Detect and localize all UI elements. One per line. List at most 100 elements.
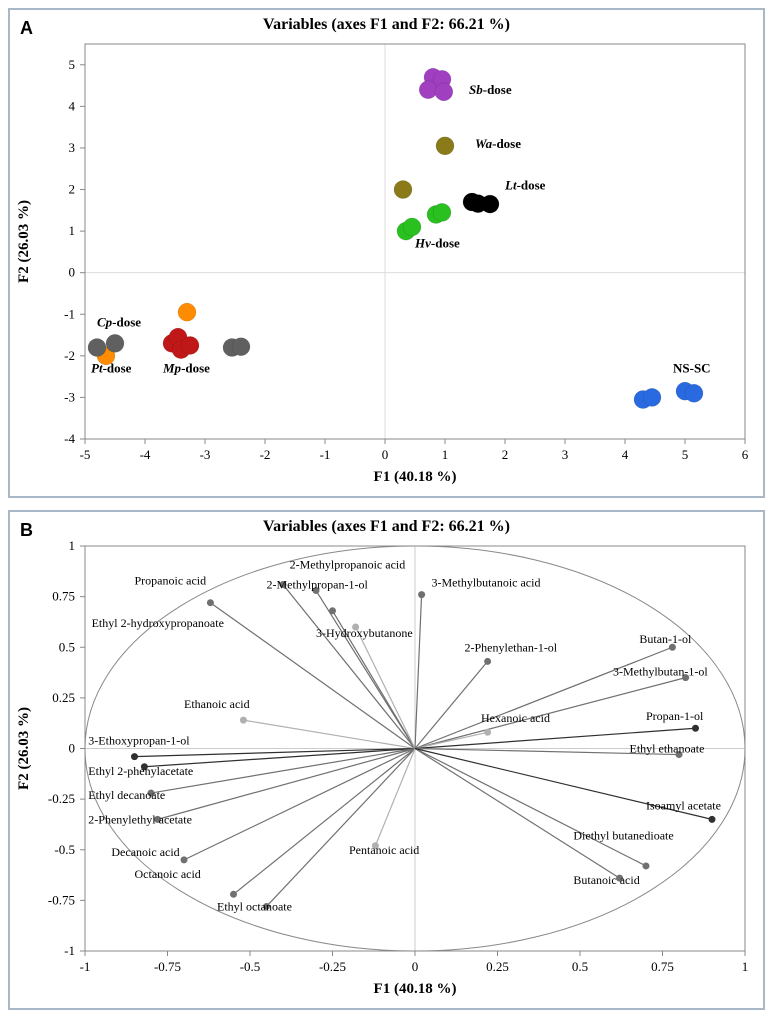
loading-label: Ethyl 2-phenylacetate <box>88 764 193 778</box>
loading-point <box>240 717 247 724</box>
loading-label: Ethyl ethanoate <box>630 742 705 756</box>
loading-vector <box>415 749 620 879</box>
loading-vector <box>158 749 415 820</box>
score-point <box>394 181 412 199</box>
loading-vector <box>356 627 415 749</box>
svg-text:0.25: 0.25 <box>486 959 509 974</box>
svg-text:4: 4 <box>69 98 76 113</box>
svg-text:1: 1 <box>742 959 749 974</box>
panel-a-label: A <box>20 18 33 39</box>
svg-text:-0.25: -0.25 <box>319 959 346 974</box>
svg-text:5: 5 <box>682 447 689 462</box>
svg-text:2: 2 <box>502 447 509 462</box>
svg-text:-0.25: -0.25 <box>48 791 75 806</box>
group-label: Sb-dose <box>469 82 512 97</box>
svg-text:-5: -5 <box>80 447 91 462</box>
loading-label: Octanoic acid <box>135 867 201 881</box>
svg-text:F2 (26.03 %): F2 (26.03 %) <box>16 707 32 790</box>
loading-point <box>709 816 716 823</box>
svg-text:0: 0 <box>412 959 419 974</box>
svg-text:1: 1 <box>442 447 449 462</box>
loading-point <box>484 729 491 736</box>
score-point <box>178 303 196 321</box>
panel-b: B Variables (axes F1 and F2: 66.21 %) -1… <box>8 510 765 1010</box>
panel-b-label: B <box>20 520 33 541</box>
panel-b-title: Variables (axes F1 and F2: 66.21 %) <box>10 518 763 536</box>
loading-vector <box>415 661 488 748</box>
loading-plot-b: -1-0.75-0.5-0.2500.250.50.751-1-0.75-0.5… <box>10 536 765 1001</box>
score-point <box>232 338 250 356</box>
loading-point <box>643 862 650 869</box>
loading-label: 3-Methylbutanoic acid <box>432 576 541 590</box>
svg-text:6: 6 <box>742 447 749 462</box>
loading-label: 3-Methylbutan-1-ol <box>613 665 708 679</box>
score-point <box>436 137 454 155</box>
loading-label: 2-Methylpropan-1-ol <box>267 578 369 592</box>
loading-point <box>131 753 138 760</box>
group-label: Wa-dose <box>475 136 521 151</box>
svg-text:0.25: 0.25 <box>52 690 75 705</box>
score-point <box>433 203 451 221</box>
loading-label: Diethyl butanedioate <box>573 829 673 843</box>
score-point <box>435 83 453 101</box>
loading-label: Butanoic acid <box>573 873 639 887</box>
group-label: Cp-dose <box>97 315 141 330</box>
svg-text:0.5: 0.5 <box>59 639 75 654</box>
loading-label: Hexanoic acid <box>481 711 550 725</box>
loading-label: 2-Phenylethan-1-ol <box>465 640 558 654</box>
loading-point <box>207 599 214 606</box>
svg-text:5: 5 <box>69 57 76 72</box>
loading-point <box>230 891 237 898</box>
loading-vector <box>283 584 415 748</box>
svg-text:0: 0 <box>69 265 76 280</box>
svg-text:-4: -4 <box>140 447 151 462</box>
loading-label: Ethanoic acid <box>184 697 250 711</box>
svg-text:0.75: 0.75 <box>651 959 674 974</box>
loading-point <box>692 725 699 732</box>
svg-text:F1 (40.18 %): F1 (40.18 %) <box>374 469 457 485</box>
svg-text:0: 0 <box>69 741 76 756</box>
loading-vector <box>415 595 422 749</box>
svg-text:-0.5: -0.5 <box>54 842 75 857</box>
svg-text:-3: -3 <box>200 447 211 462</box>
svg-text:3: 3 <box>562 447 569 462</box>
score-point <box>403 218 421 236</box>
loading-label: Ethyl decanoate <box>88 788 165 802</box>
svg-text:-4: -4 <box>64 431 75 446</box>
svg-text:-0.75: -0.75 <box>154 959 181 974</box>
group-label: Mp-dose <box>162 360 210 375</box>
score-point <box>181 336 199 354</box>
svg-text:-1: -1 <box>64 943 75 958</box>
score-point <box>88 339 106 357</box>
svg-text:1: 1 <box>69 223 76 238</box>
group-label: Hv-dose <box>414 236 460 251</box>
svg-text:-1: -1 <box>80 959 91 974</box>
svg-text:-0.75: -0.75 <box>48 892 75 907</box>
loading-vector <box>415 749 646 866</box>
score-point <box>685 384 703 402</box>
loading-vector <box>267 749 416 907</box>
loading-label: Propanoic acid <box>135 573 207 587</box>
loading-label: 2-Phenylethyl acetate <box>88 812 192 826</box>
panel-a-title: Variables (axes F1 and F2: 66.21 %) <box>10 16 763 34</box>
score-point <box>106 334 124 352</box>
loading-label: 2-Methylpropanoic acid <box>290 557 406 571</box>
group-label: Lt-dose <box>504 178 546 193</box>
svg-text:2: 2 <box>69 182 76 197</box>
panel-a: A Variables (axes F1 and F2: 66.21 %) -5… <box>8 8 765 498</box>
loading-vector <box>415 678 686 749</box>
svg-text:-1: -1 <box>64 306 75 321</box>
loading-label: Isoamyl acetate <box>646 798 721 812</box>
svg-text:1: 1 <box>69 538 76 553</box>
svg-text:F1 (40.18 %): F1 (40.18 %) <box>374 981 457 997</box>
group-label: NS-SC <box>673 360 711 375</box>
loading-label: 3-Hydroxybutanone <box>316 626 413 640</box>
loading-label: Ethyl 2-hydroxypropanoate <box>92 616 224 630</box>
score-point <box>419 81 437 99</box>
loading-point <box>418 591 425 598</box>
score-point <box>481 195 499 213</box>
svg-text:-3: -3 <box>64 389 75 404</box>
svg-text:3: 3 <box>69 140 76 155</box>
svg-text:-1: -1 <box>320 447 331 462</box>
loading-point <box>484 658 491 665</box>
